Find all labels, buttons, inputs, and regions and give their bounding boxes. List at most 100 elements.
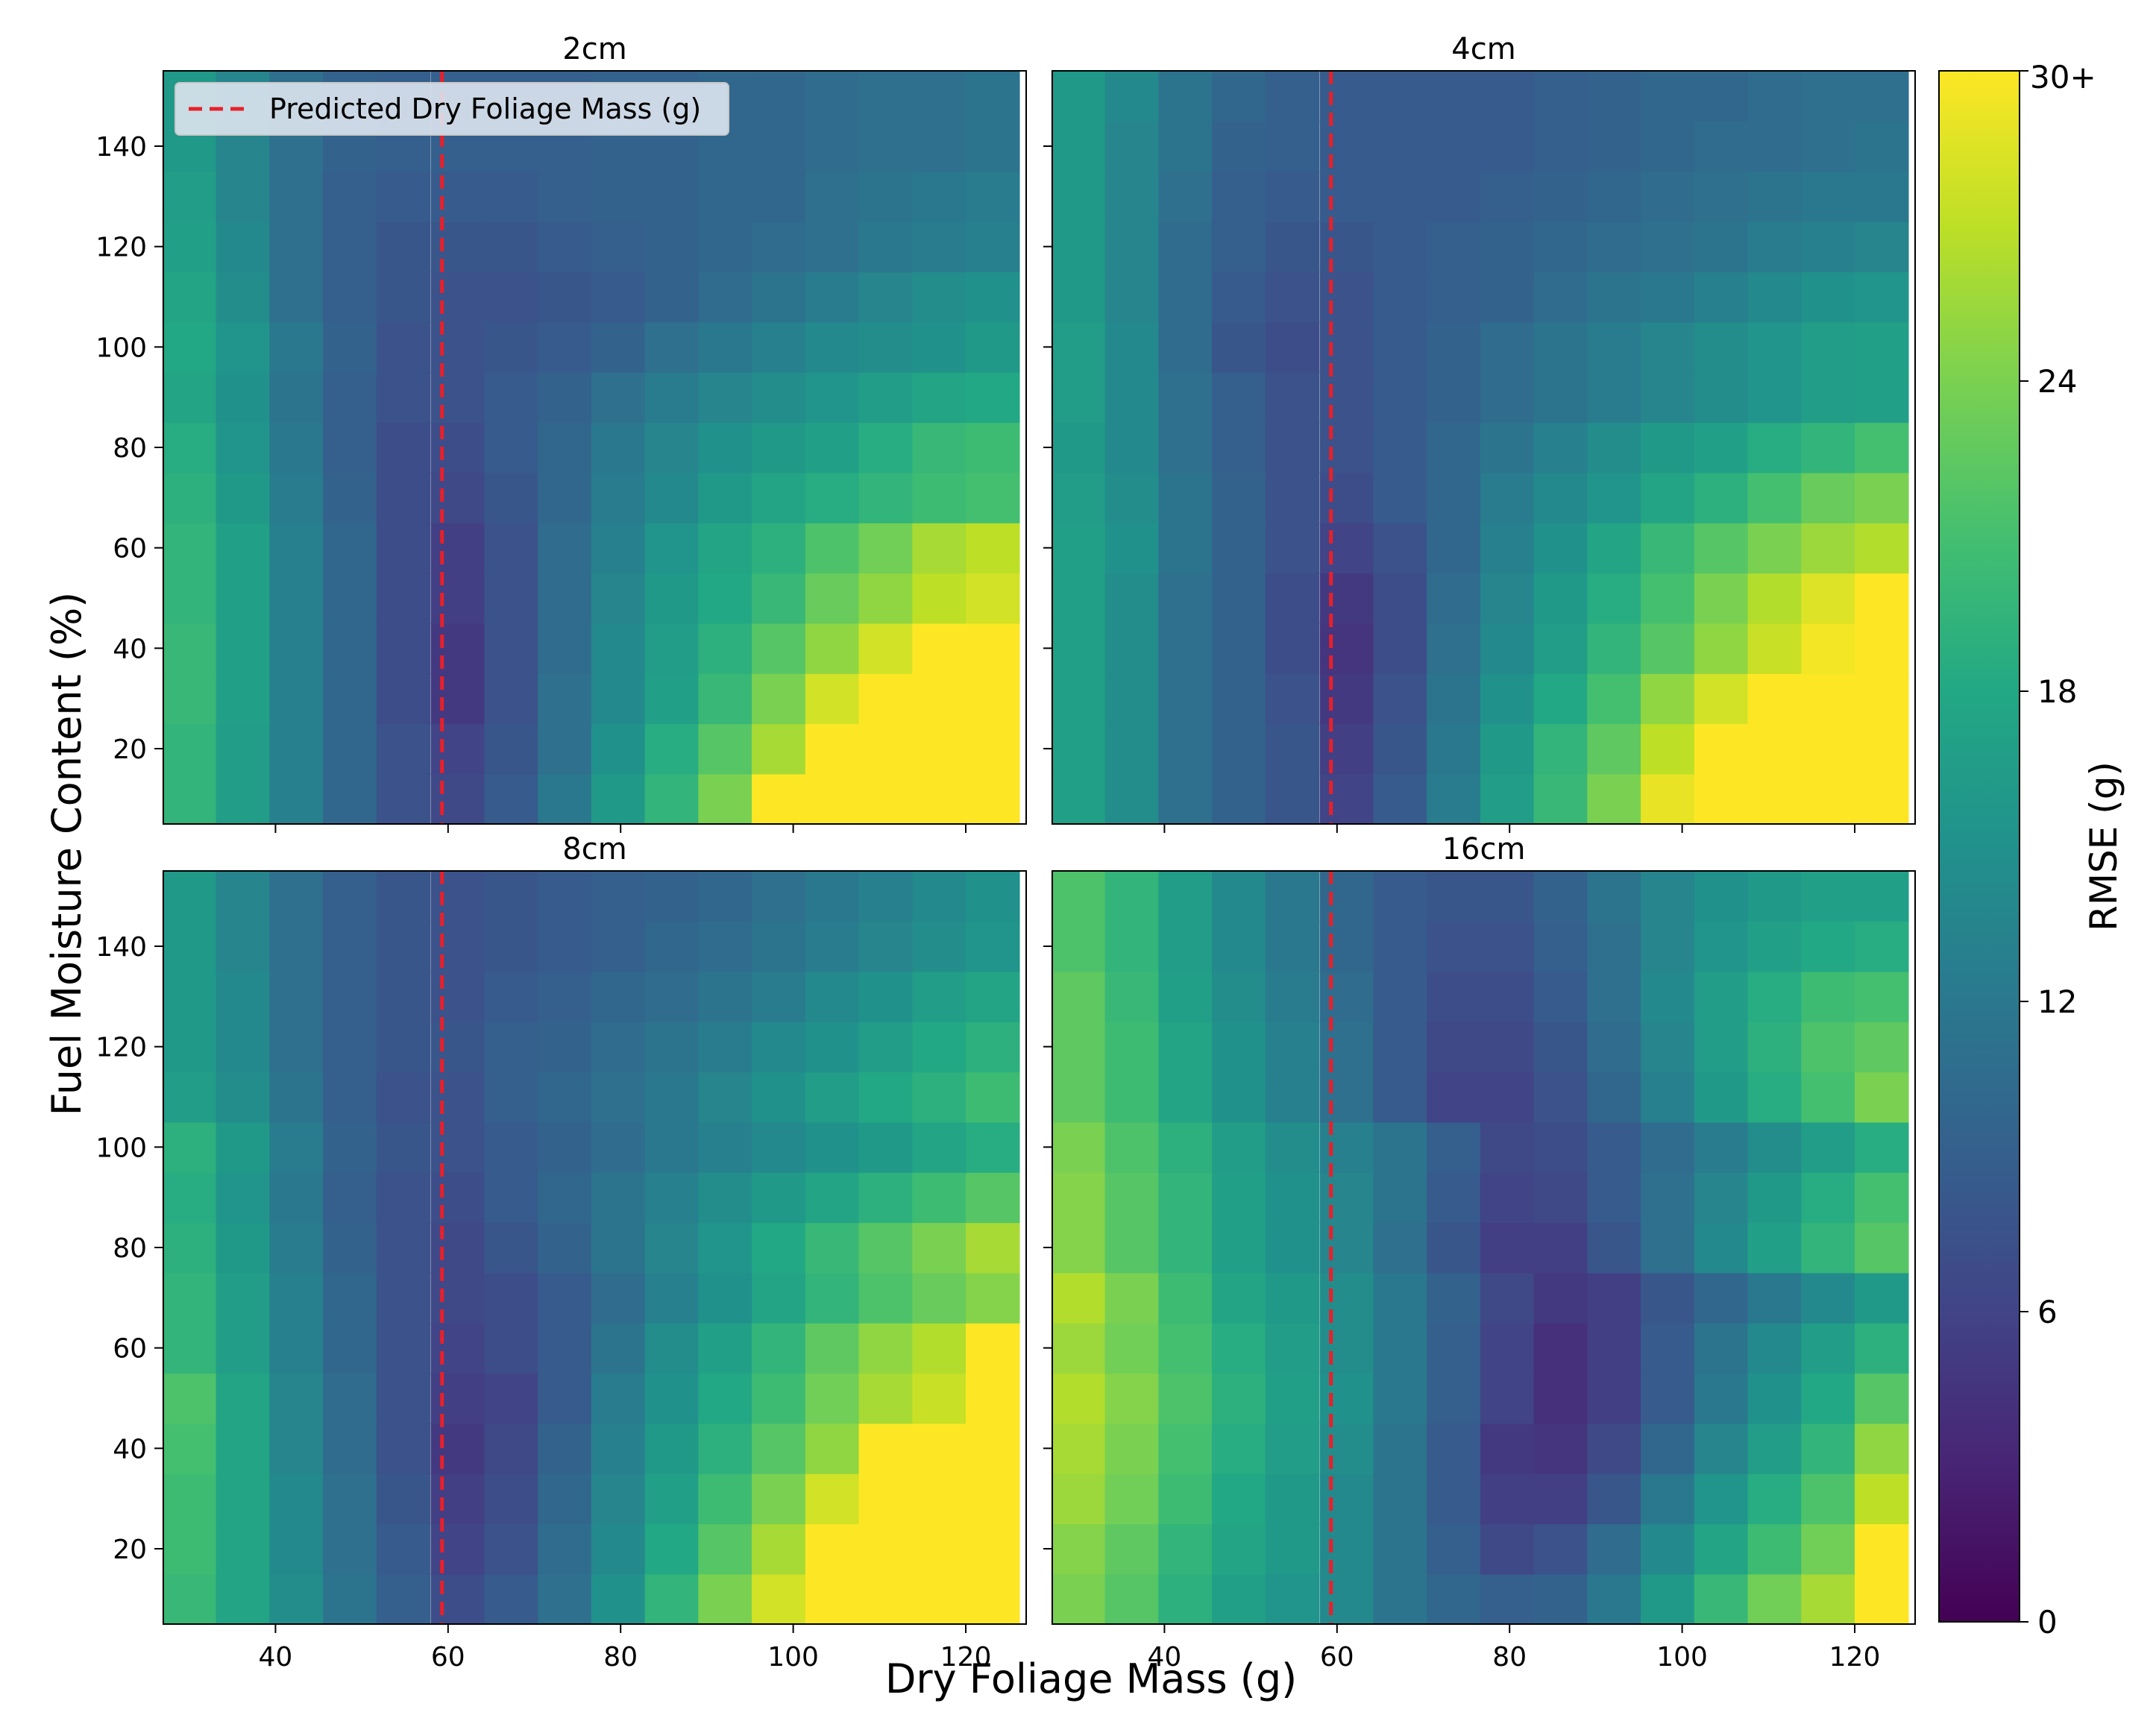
heatmap-cell [805, 673, 860, 725]
heatmap-cell [1747, 271, 1803, 323]
heatmap-cell [1104, 523, 1160, 574]
heatmap-cell [484, 372, 538, 424]
heatmap-cell [1373, 623, 1427, 674]
heatmap-cell [484, 1072, 538, 1123]
heatmap-cell [1801, 921, 1855, 972]
heatmap-cell [1104, 1473, 1160, 1525]
heatmap-cell [1801, 1121, 1855, 1173]
heatmap-cell [1533, 1323, 1588, 1374]
heatmap-cell [966, 921, 1020, 972]
heatmap-cell [1855, 1222, 1909, 1274]
heatmap-cell [1533, 921, 1588, 972]
heatmap-cell [1212, 422, 1266, 473]
x-tick-label: 100 [1656, 1642, 1708, 1673]
heatmap-cell [484, 573, 538, 624]
heatmap-cell [1319, 673, 1374, 725]
heatmap-cell [1587, 971, 1641, 1022]
heatmap-cell [1480, 1222, 1535, 1274]
heatmap-cell [752, 1172, 806, 1224]
heatmap-cell [698, 1022, 752, 1073]
heatmap-cell [1855, 1573, 1909, 1625]
heatmap-cell [752, 1373, 806, 1424]
heatmap-cell [1641, 971, 1695, 1022]
heatmap-cell [1265, 372, 1320, 424]
heatmap-cell [162, 472, 217, 523]
heatmap-cell [1587, 1423, 1641, 1474]
heatmap-cell [591, 1573, 646, 1625]
heatmap-cell [1158, 523, 1213, 574]
heatmap-cell [912, 1172, 967, 1224]
heatmap-cell [1480, 1022, 1535, 1073]
heatmap-cell [698, 372, 752, 424]
heatmap-cell [858, 1323, 914, 1374]
heatmap-cell [376, 372, 431, 424]
colorbar: 0 6 12 18 24 30+ RMSE (g) [1938, 59, 2125, 1640]
heatmap-cell [698, 1423, 752, 1474]
heatmap-cell [538, 773, 592, 825]
heatmap-cell [752, 921, 806, 972]
heatmap-cell [1427, 1323, 1481, 1374]
heatmap-cell [1641, 1473, 1695, 1525]
heatmap-cell [698, 673, 752, 725]
heatmap-cell [1641, 121, 1695, 172]
heatmap-cell [698, 1573, 752, 1625]
heatmap-cell [1480, 573, 1535, 624]
heatmap-cell [1427, 1072, 1481, 1123]
heatmap-cell [430, 171, 485, 222]
heatmap-cell [1051, 1272, 1106, 1324]
heatmap-cell [1694, 472, 1749, 523]
heatmap-cell [1747, 623, 1803, 674]
x-tick-label: 80 [1492, 1642, 1527, 1673]
heatmap-cell [1641, 623, 1695, 674]
heatmap-cell [323, 1473, 377, 1525]
heatmap-cell [538, 472, 592, 523]
heatmap-cell [1265, 623, 1320, 674]
heatmap-cell [966, 1323, 1020, 1374]
heatmap-cell [1533, 1072, 1588, 1123]
heatmap-cell [1694, 1423, 1749, 1474]
heatmap-cell [1373, 1573, 1427, 1625]
heatmap-cell [1158, 573, 1213, 624]
heatmap-cell [1212, 1272, 1266, 1324]
heatmap-cell [484, 1022, 538, 1073]
heatmap-cell [269, 673, 324, 725]
heatmap-cell [966, 1022, 1020, 1073]
heatmap-cell [430, 673, 485, 725]
heatmap-cell [162, 723, 217, 775]
heatmap-cell [376, 422, 431, 473]
heatmap-cell [162, 673, 217, 725]
heatmap-cell [1104, 1523, 1160, 1575]
heatmap-cell [1533, 422, 1588, 473]
heatmap-cell [1480, 523, 1535, 574]
heatmap-cell [1801, 321, 1855, 373]
colorbar-label: RMSE (g) [2082, 761, 2125, 931]
heatmap-cell [430, 1272, 485, 1324]
heatmap-cell [538, 1573, 592, 1625]
heatmap-cell [1104, 422, 1160, 473]
heatmap-cell [752, 372, 806, 424]
heatmap-cell [805, 773, 860, 825]
heatmap-cell [1587, 1222, 1641, 1274]
heatmap-cell [1587, 1072, 1641, 1123]
heatmap-cell [1641, 1072, 1695, 1123]
panel-16cm: 16cm 40 60 80 100 120 [1043, 832, 1916, 1673]
heatmap-cell [1158, 372, 1213, 424]
heatmap-cell [1158, 422, 1213, 473]
heatmap-cell [1480, 623, 1535, 674]
heatmap-cell [1533, 623, 1588, 674]
heatmap-cell [1051, 221, 1106, 273]
heatmap-cell [269, 1323, 324, 1374]
heatmap-cell [752, 773, 806, 825]
heatmap-cell [858, 871, 914, 922]
heatmap-cell [858, 1121, 914, 1173]
heatmap-cell [591, 472, 646, 523]
heatmap-cell [858, 921, 914, 972]
heatmap-cell [1694, 1573, 1749, 1625]
heatmap-cell [1373, 1022, 1427, 1073]
heatmap-cell [752, 1272, 806, 1324]
heatmap-cell [162, 1323, 217, 1374]
heatmap-cell [323, 1423, 377, 1474]
heatmap-cell [162, 1523, 217, 1575]
heatmap-cell [1319, 1473, 1374, 1525]
heatmap-cell [216, 623, 271, 674]
